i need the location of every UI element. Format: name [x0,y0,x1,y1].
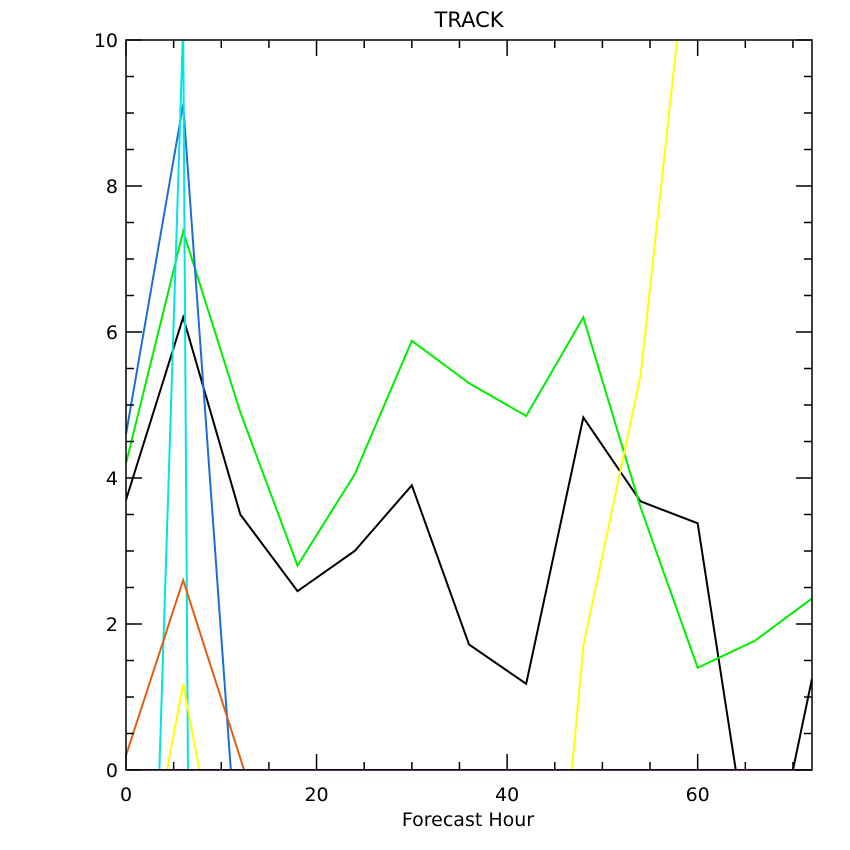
y-tick-label: 6 [106,322,118,344]
x-tick-label: 20 [304,784,328,806]
series-line [126,576,246,770]
x-tick-labels: 0 20 40 60 [120,784,710,806]
plot-frame [125,39,813,771]
y-tick-label: 0 [106,760,118,782]
x-tick-label: 60 [686,784,710,806]
series-layer [126,40,812,770]
series-line [570,40,679,770]
x-tick-label: 40 [495,784,519,806]
ticks-layer [125,39,812,771]
y-tick-label: 10 [94,30,118,52]
x-axis-label: Forecast Hour [402,809,534,831]
y-tick-labels: 0 2 4 6 8 10 [94,30,118,782]
y-tick-label: 4 [106,468,118,490]
series-line [126,227,812,670]
series-line [165,683,201,770]
series-line [158,40,189,770]
y-tick-label: 8 [106,176,118,198]
series-line [126,313,812,770]
chart-title: TRACK [434,8,505,32]
y-tick-label: 2 [106,614,118,636]
x-tick-label: 0 [120,784,132,806]
